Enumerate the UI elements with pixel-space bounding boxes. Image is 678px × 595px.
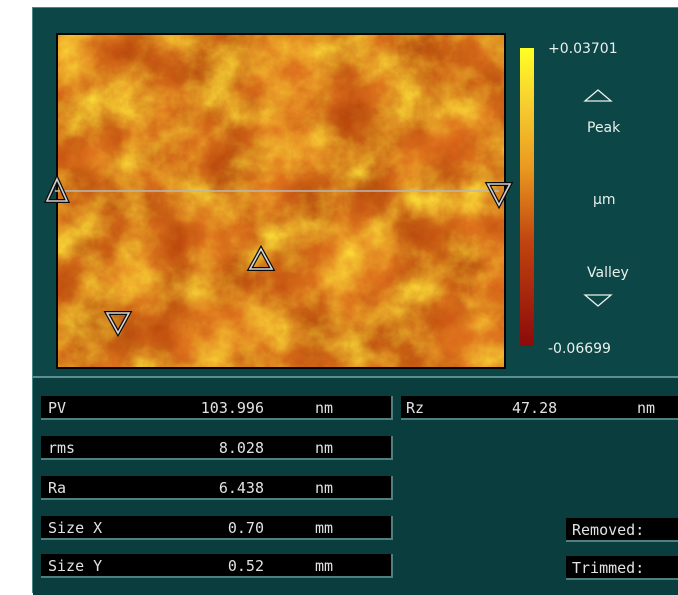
unit-label: µm xyxy=(593,192,616,208)
size-y-value: 0.52 xyxy=(227,557,264,575)
rms-unit: nm xyxy=(315,439,334,457)
rms-value: 8.028 xyxy=(218,439,264,457)
trimmed-label: Trimmed: xyxy=(572,559,645,577)
size-x-field: Size X 0.70 mm xyxy=(41,516,393,540)
ra-field: Ra 6.438 nm xyxy=(41,476,393,500)
analysis-window: +0.03701 Peak µm Valley -0.06699 PV 103.… xyxy=(32,7,678,595)
size-y-field: Size Y 0.52 mm xyxy=(41,554,393,578)
surface-height-map xyxy=(56,33,506,369)
pv-field: PV 103.996 nm xyxy=(41,396,393,420)
valley-arrow-icon xyxy=(583,294,613,307)
scale-max-label: +0.03701 xyxy=(548,41,618,57)
ra-value: 6.438 xyxy=(218,479,264,497)
size-x-value: 0.70 xyxy=(227,519,264,537)
size-y-label: Size Y xyxy=(48,557,103,575)
surface-map-panel: +0.03701 Peak µm Valley -0.06699 xyxy=(33,8,678,376)
pv-label: PV xyxy=(48,399,67,417)
rz-value: 47.28 xyxy=(512,399,558,417)
rz-label: Rz xyxy=(406,399,425,417)
size-x-label: Size X xyxy=(48,519,103,537)
statistics-panel: PV 103.996 nm rms 8.028 nm Ra 6.438 nm S… xyxy=(33,376,678,595)
size-y-unit: mm xyxy=(315,557,334,575)
rms-field: rms 8.028 nm xyxy=(41,436,393,460)
peak-arrow-icon xyxy=(583,89,613,102)
size-x-unit: mm xyxy=(315,519,334,537)
surface-texture xyxy=(58,35,504,367)
trimmed-field: Trimmed: xyxy=(566,556,678,580)
valley-label: Valley xyxy=(587,265,629,281)
scale-min-label: -0.06699 xyxy=(548,341,611,357)
rz-unit: nm xyxy=(637,399,656,417)
height-colorbar xyxy=(520,48,534,346)
pv-unit: nm xyxy=(315,399,334,417)
ra-unit: nm xyxy=(315,479,334,497)
removed-label: Removed: xyxy=(572,521,645,539)
rz-field: Rz 47.28 nm xyxy=(401,396,678,420)
rms-label: rms xyxy=(48,439,76,457)
ra-label: Ra xyxy=(48,479,67,497)
peak-label: Peak xyxy=(587,120,621,136)
pv-value: 103.996 xyxy=(200,399,264,417)
removed-field: Removed: xyxy=(566,518,678,542)
